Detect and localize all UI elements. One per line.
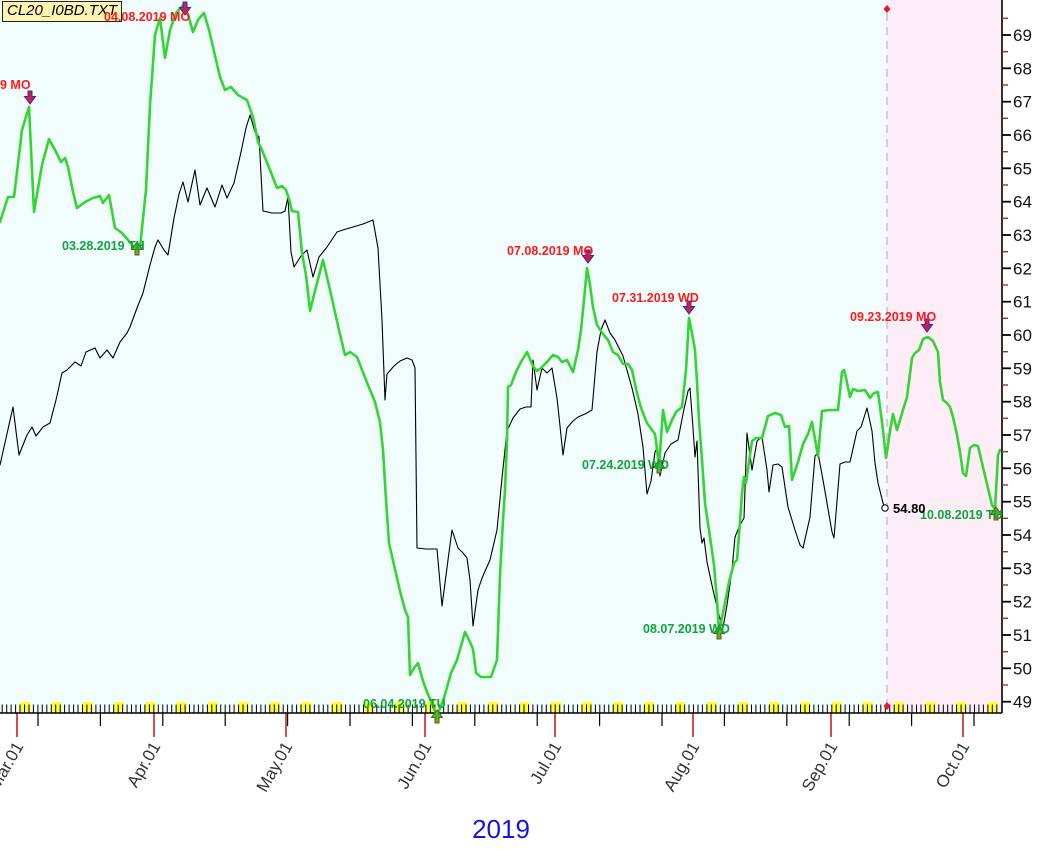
green-seasonal-line [0,2,1002,718]
projection-zone [887,0,1002,713]
high-date-label: 07.08.2019 MO [507,244,594,258]
y-tick-label: 53 [1013,559,1032,578]
y-tick-label: 59 [1013,359,1032,378]
weekend-highlight [457,702,468,712]
weekend-highlight [488,702,499,712]
up-arrow-icon [430,709,444,724]
divider-diamond-icon [883,5,891,13]
y-tick-label: 61 [1013,293,1032,312]
low-date-label: 07.24.2019 WD [582,458,669,472]
down-arrow-icon [23,90,37,105]
high-date-label: 09.23.2019 MO [850,310,937,324]
high-date-label: 9 MO [0,78,31,92]
y-tick-label: 65 [1013,159,1032,178]
high-date-label: 04.08.2019 MO [104,10,191,24]
month-label: Aug.01 [660,739,703,795]
low-date-label: 08.07.2019 WD [643,622,730,636]
chart-title[interactable]: CL20_I0BD.TXT [2,1,123,22]
down-arrow-icon [920,318,934,333]
weekend-highlight [582,702,593,712]
weekend-highlight [550,702,561,712]
weekend-highlight [145,702,156,712]
y-tick-label: 52 [1013,593,1032,612]
divider-diamond-icon [883,702,891,710]
up-arrow-icon [989,506,1003,521]
up-arrow-icon [712,625,726,640]
weekend-highlight [519,702,530,712]
last-price-label: 54.80 [893,501,926,516]
year-label: 2019 [472,814,530,844]
weekend-highlight [644,702,655,712]
line-end-circle-icon [881,504,889,512]
y-tick-label: 57 [1013,426,1032,445]
y-tick-label: 60 [1013,326,1032,345]
low-date-label: 03.28.2019 TH [62,239,145,253]
y-tick-label: 66 [1013,126,1032,145]
weekend-highlight [706,702,717,712]
weekend-highlight [207,702,218,712]
y-tick-label: 67 [1013,93,1032,112]
month-label: May.01 [253,739,297,796]
chart-background [0,0,1002,713]
weekend-highlight [82,702,93,712]
high-date-label: 07.31.2019 WD [612,291,699,305]
weekend-highlight [270,702,281,712]
weekend-highlight [51,702,62,712]
up-arrow-icon [652,459,666,474]
weekend-highlight [363,702,374,712]
month-label: Sep.01 [798,739,841,795]
black-price-line [0,114,886,629]
down-arrow-icon [581,249,595,264]
up-arrow-icon [130,241,144,256]
y-tick-label: 49 [1013,693,1032,712]
month-label: Mar.01 [0,739,27,794]
y-tick-label: 64 [1013,193,1032,212]
y-tick-label: 51 [1013,626,1032,645]
weekend-highlight [426,702,437,712]
weekend-highlight [675,702,686,712]
weekend-highlight [114,702,125,712]
down-arrow-icon [682,300,696,315]
down-arrow-icon [178,1,192,16]
weekend-highlight [176,702,187,712]
y-tick-label: 50 [1013,659,1032,678]
weekend-highlight [301,702,312,712]
y-tick-label: 54 [1013,526,1032,545]
y-tick-label: 68 [1013,59,1032,78]
low-date-label: 10.08.2019 TU [920,508,1003,522]
month-label: Apr.01 [123,739,164,791]
month-label: Jun.01 [393,739,435,793]
y-tick-label: 69 [1013,26,1032,45]
y-tick-label: 55 [1013,493,1032,512]
weekend-highlight [332,702,343,712]
y-tick-label: 63 [1013,226,1032,245]
month-label: Jul.01 [526,739,565,788]
weekend-highlight [20,702,31,712]
low-date-label: 06.04.2019 TU [363,697,446,711]
month-label: Oct.01 [932,739,974,792]
y-tick-label: 62 [1013,259,1032,278]
weekend-highlight [613,702,624,712]
weekend-highlight [394,702,405,712]
y-tick-label: 56 [1013,459,1032,478]
y-tick-label: 58 [1013,393,1032,412]
weekend-highlight [238,702,249,712]
